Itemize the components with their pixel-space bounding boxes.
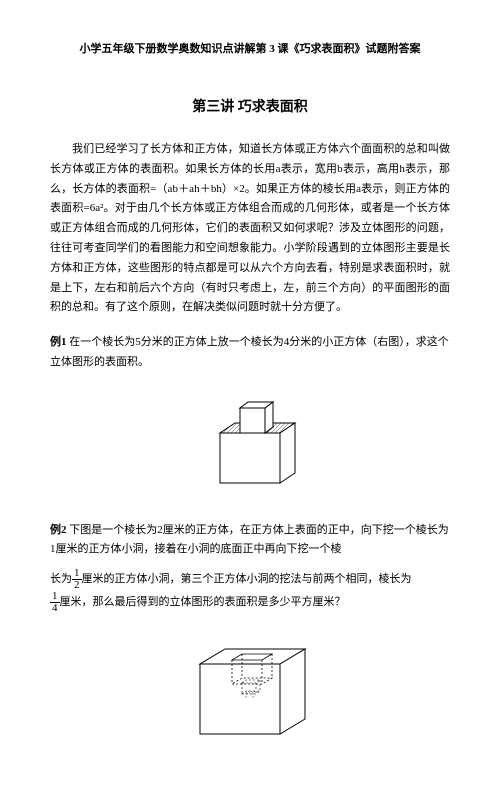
fraction-half: 12 [72,568,82,591]
page-header: 小学五年级下册数学奥数知识点讲解第 3 课《巧求表面积》试题附答案 [50,40,450,60]
example-2-label: 例2 [50,524,67,536]
fraction-quarter: 14 [50,591,60,614]
ex2-line2b: 厘米的正方体小洞，第三个正方体小洞的挖法与前两个相同，棱长为 [82,573,412,585]
ex2-line3b: 厘米，那么最后得到的立体图形的表面积是多少平方厘米？ [60,596,346,608]
example-2: 例2 下图是一个棱长为2厘米的正方体，在正方体上表面的正中，向下挖一个棱长为1厘… [50,521,450,561]
example-1: 例1 在一个棱长为5分米的正方体上放一个棱长为4分米的小正方体（右图），求这个立… [50,333,450,373]
intro-paragraph: 我们已经学习了长方体和正方体，知道长方体或正方体六个面面积的总和叫做长方体或正方… [50,140,450,318]
example-1-text: 在一个棱长为5分米的正方体上放一个棱长为4分米的小正方体（右图），求这个立体图形… [50,336,449,368]
stacked-cubes-icon [195,393,305,493]
ex2-line2a: 长为 [50,573,72,585]
example-2-line2: 长为12厘米的正方体小洞，第三个正方体小洞的挖法与前两个相同，棱长为 [50,568,450,591]
example-2-line3: 14厘米，那么最后得到的立体图形的表面积是多少平方厘米？ [50,591,450,614]
example-1-label: 例1 [50,336,67,348]
figure-2 [50,634,450,752]
figure-1 [50,393,450,501]
lesson-title: 第三讲 巧求表面积 [50,95,450,120]
example-2-text: 下图是一个棱长为2厘米的正方体，在正方体上表面的正中，向下挖一个棱长为1厘米的正… [50,524,449,556]
cube-with-holes-icon [180,634,320,744]
